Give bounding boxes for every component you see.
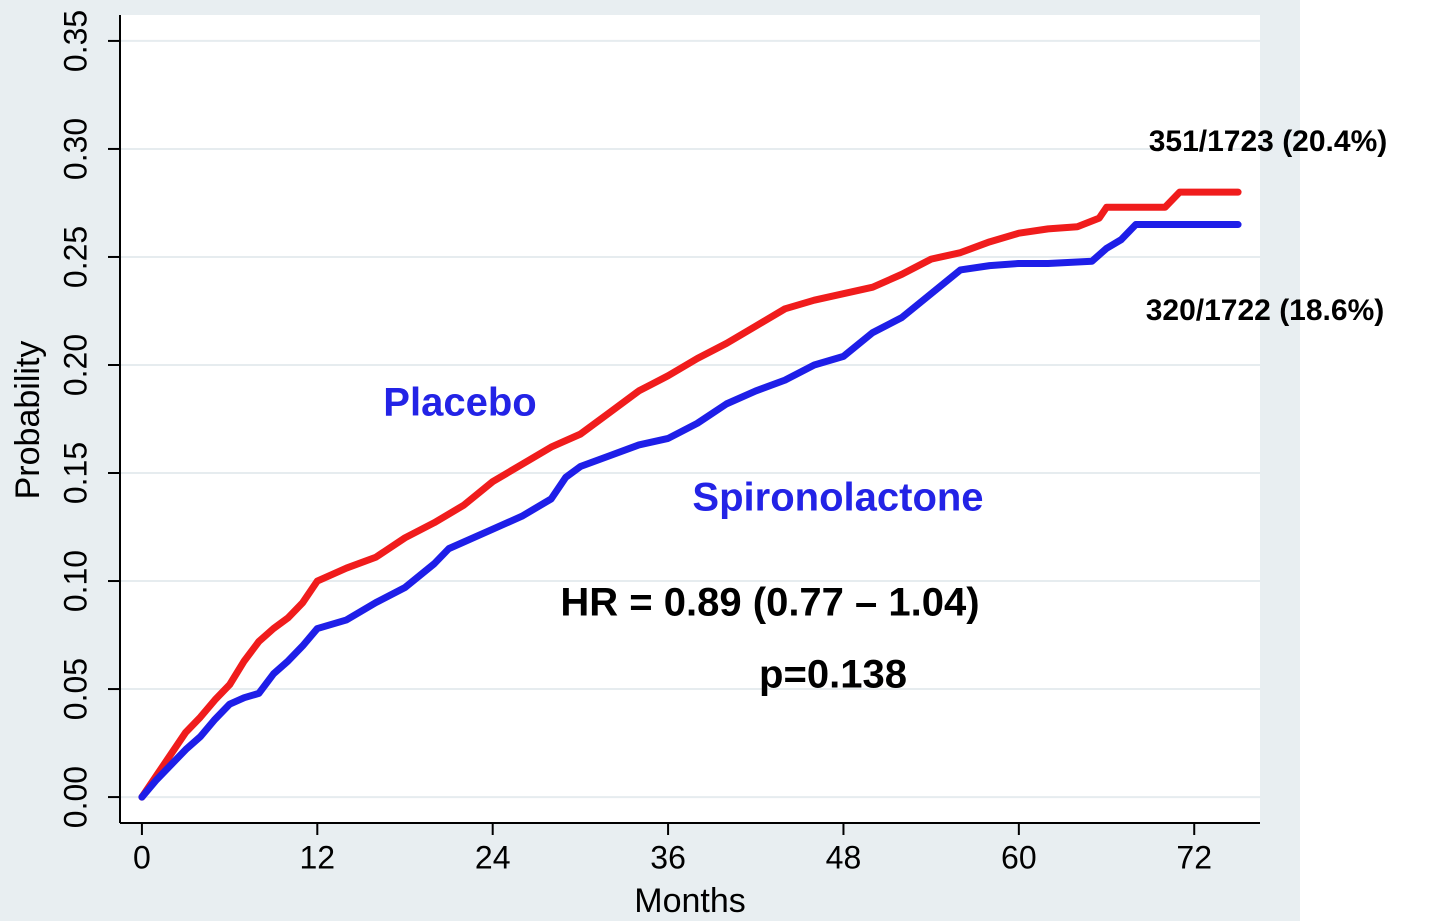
- x-tick-label: 48: [826, 839, 862, 875]
- survival-curve: [138, 188, 1242, 801]
- y-tick-label: 0.10: [57, 550, 93, 612]
- x-tick-label: 60: [1001, 839, 1037, 875]
- survival-curve: [138, 221, 1242, 801]
- annotation: p=0.138: [759, 653, 907, 697]
- y-tick-label: 0.30: [57, 118, 93, 180]
- plot-area: [120, 15, 1260, 823]
- annotation: HR = 0.89 (0.77 – 1.04): [560, 581, 979, 625]
- y-axis-label: Probability: [9, 341, 47, 500]
- x-tick-label: 36: [650, 839, 686, 875]
- x-tick-label: 24: [475, 839, 511, 875]
- y-tick-label: 0.20: [57, 334, 93, 396]
- y-tick-label: 0.00: [57, 766, 93, 828]
- x-tick-label: 12: [300, 839, 336, 875]
- x-tick-label: 72: [1176, 839, 1212, 875]
- y-tick-label: 0.35: [57, 10, 93, 72]
- x-tick-label: 0: [133, 839, 151, 875]
- annotation: 351/1723 (20.4%): [1149, 125, 1388, 158]
- series-label: Spironolactone: [692, 476, 983, 520]
- y-tick-label: 0.25: [57, 226, 93, 288]
- x-axis-label: Months: [634, 882, 746, 920]
- y-tick-label: 0.15: [57, 442, 93, 504]
- annotation: 320/1722 (18.6%): [1146, 294, 1385, 327]
- series-label: Placebo: [383, 381, 536, 425]
- y-tick-label: 0.05: [57, 658, 93, 720]
